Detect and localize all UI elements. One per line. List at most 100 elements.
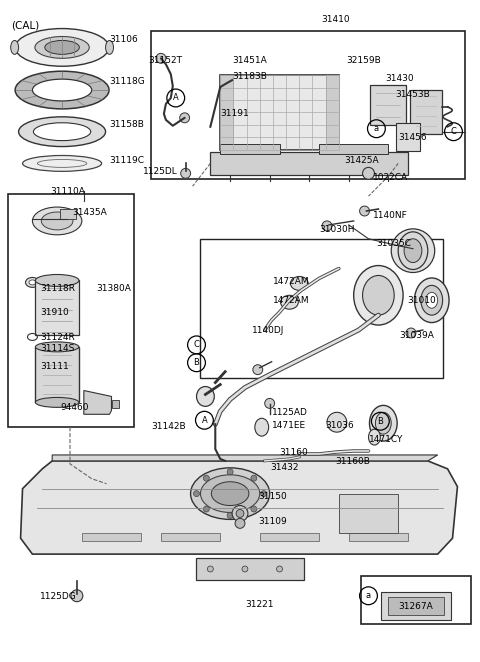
Bar — [195, 558, 304, 580]
Text: C: C — [193, 340, 200, 350]
Text: 32159B: 32159B — [347, 56, 382, 66]
Text: 1125AD: 1125AD — [272, 408, 308, 417]
Ellipse shape — [375, 412, 391, 434]
Bar — [260, 534, 319, 542]
Ellipse shape — [36, 397, 79, 407]
Text: B: B — [193, 358, 200, 367]
Text: 31118R: 31118R — [40, 285, 75, 293]
Ellipse shape — [36, 275, 79, 287]
Ellipse shape — [25, 277, 39, 287]
Text: 31142B: 31142B — [151, 422, 186, 431]
Circle shape — [251, 475, 257, 481]
Ellipse shape — [35, 36, 89, 58]
Circle shape — [253, 365, 263, 375]
Circle shape — [204, 506, 209, 512]
Circle shape — [406, 328, 416, 338]
Ellipse shape — [255, 418, 269, 436]
Text: 31451A: 31451A — [232, 56, 267, 66]
Ellipse shape — [426, 293, 438, 308]
Circle shape — [391, 229, 435, 273]
Text: 31191: 31191 — [220, 109, 249, 118]
Text: 31425A: 31425A — [345, 156, 379, 166]
Bar — [220, 75, 233, 150]
Circle shape — [242, 566, 248, 572]
Text: 31114S: 31114S — [40, 344, 75, 353]
Ellipse shape — [421, 285, 443, 315]
Ellipse shape — [398, 232, 428, 269]
Text: B: B — [377, 417, 384, 426]
Circle shape — [362, 167, 374, 179]
Text: A: A — [173, 93, 179, 103]
Ellipse shape — [106, 40, 113, 54]
Text: 31106: 31106 — [109, 34, 138, 44]
Text: 1125DG: 1125DG — [40, 592, 77, 601]
Text: 31010: 31010 — [407, 297, 436, 305]
Circle shape — [261, 491, 267, 496]
Text: 31039A: 31039A — [399, 331, 434, 340]
Bar — [220, 75, 339, 150]
Ellipse shape — [36, 342, 79, 352]
Ellipse shape — [15, 28, 109, 66]
Text: a: a — [374, 124, 379, 133]
Bar — [339, 494, 398, 534]
Text: 31150: 31150 — [258, 492, 287, 500]
Bar — [388, 596, 444, 614]
Text: 31160B: 31160B — [335, 457, 370, 466]
Text: 31158B: 31158B — [109, 120, 144, 129]
Text: 31410: 31410 — [321, 15, 349, 24]
Ellipse shape — [290, 277, 308, 291]
Text: (CAL): (CAL) — [11, 21, 39, 30]
Bar — [410, 90, 442, 134]
Circle shape — [322, 221, 332, 231]
Bar — [381, 592, 451, 620]
Bar — [60, 209, 76, 219]
Text: 1125DL: 1125DL — [143, 167, 178, 176]
Circle shape — [227, 469, 233, 475]
Text: 31380A: 31380A — [96, 285, 132, 293]
Circle shape — [227, 512, 233, 518]
Ellipse shape — [23, 156, 102, 171]
Ellipse shape — [34, 122, 91, 140]
Text: A: A — [202, 416, 207, 425]
Bar — [371, 85, 406, 124]
Ellipse shape — [29, 280, 36, 285]
Text: a: a — [366, 591, 371, 600]
Ellipse shape — [196, 387, 214, 406]
Text: 1140DJ: 1140DJ — [252, 326, 284, 335]
Ellipse shape — [33, 79, 92, 101]
Text: 31267A: 31267A — [398, 602, 433, 611]
Text: 31183B: 31183B — [232, 72, 267, 81]
Text: C: C — [451, 127, 456, 136]
Ellipse shape — [33, 207, 82, 235]
Text: 31453B: 31453B — [395, 90, 430, 99]
Circle shape — [264, 399, 275, 408]
Bar — [161, 534, 220, 542]
Text: 31030H: 31030H — [319, 225, 355, 234]
Text: 1140NF: 1140NF — [373, 211, 408, 220]
Text: 31035C: 31035C — [376, 239, 411, 248]
Circle shape — [236, 510, 244, 518]
Polygon shape — [21, 461, 457, 554]
Text: 31109: 31109 — [258, 518, 287, 526]
Circle shape — [180, 168, 191, 178]
Text: 31430: 31430 — [385, 74, 414, 83]
Text: 31110A: 31110A — [50, 187, 85, 196]
Ellipse shape — [369, 429, 380, 445]
Text: 1472AM: 1472AM — [273, 277, 309, 287]
Ellipse shape — [414, 278, 449, 322]
Bar — [220, 144, 279, 154]
Bar — [360, 576, 471, 624]
Bar — [210, 152, 408, 175]
Ellipse shape — [15, 71, 109, 109]
Bar — [82, 534, 141, 542]
Circle shape — [232, 506, 248, 522]
Bar — [36, 281, 79, 335]
Ellipse shape — [370, 405, 397, 441]
Text: 31118G: 31118G — [109, 77, 145, 86]
Ellipse shape — [362, 275, 394, 315]
Text: 31221: 31221 — [245, 600, 274, 609]
Polygon shape — [84, 391, 111, 414]
Ellipse shape — [211, 482, 249, 506]
Ellipse shape — [201, 475, 260, 512]
Text: 31160: 31160 — [279, 448, 308, 457]
